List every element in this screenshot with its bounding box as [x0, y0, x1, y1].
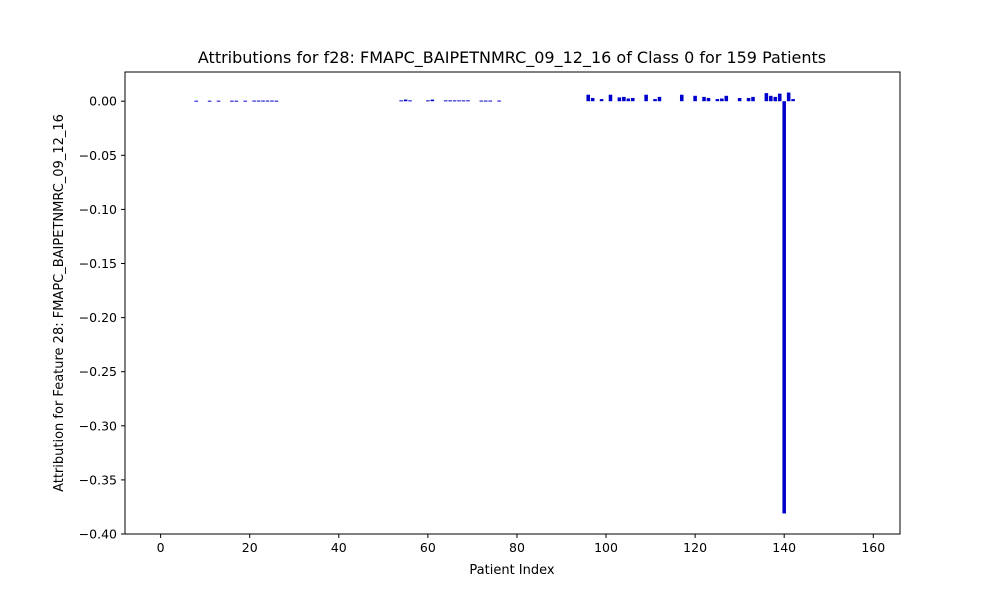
x-tick-label: 40: [331, 540, 347, 555]
x-tick-label: 120: [683, 540, 707, 555]
y-tick-label: −0.35: [79, 472, 117, 487]
bar: [234, 100, 239, 102]
bar: [194, 100, 199, 102]
x-tick-label: 160: [861, 540, 885, 555]
x-tick-label: 140: [772, 540, 796, 555]
plot-bars: [194, 92, 795, 514]
bar: [230, 100, 234, 102]
bar: [457, 100, 461, 102]
bar: [207, 100, 212, 102]
y-tick-label: −0.15: [79, 256, 117, 271]
bar: [653, 99, 657, 102]
bar: [720, 98, 724, 102]
bar: [751, 96, 755, 102]
bar: [256, 100, 261, 102]
y-tick-label: −0.20: [79, 310, 117, 325]
bar: [764, 93, 769, 102]
bar: [706, 97, 711, 102]
bar: [408, 100, 412, 102]
y-tick-label: −0.40: [79, 527, 117, 542]
bar: [608, 94, 613, 102]
x-axis: 0 20 40 60 80 100 120 140 160: [157, 534, 885, 555]
bar: [252, 100, 256, 102]
bar: [274, 100, 279, 102]
bar: [737, 97, 742, 102]
bar: [461, 100, 466, 102]
x-axis-title: Patient Index: [469, 563, 554, 578]
bar: [626, 98, 631, 102]
y-tick-label: −0.25: [79, 364, 117, 379]
bar: [466, 100, 470, 102]
y-tick-label: −0.30: [79, 418, 117, 433]
bar: [590, 97, 595, 102]
bar: [243, 100, 248, 102]
bar: [630, 97, 635, 102]
bar: [657, 96, 662, 102]
bar: [644, 94, 648, 102]
y-tick-label: −0.10: [79, 202, 117, 217]
bar: [479, 100, 484, 102]
bar: [724, 95, 729, 102]
bar: [746, 97, 751, 102]
bar: [265, 100, 270, 102]
bar: [622, 96, 626, 102]
bar: [443, 100, 448, 102]
bar: [715, 99, 720, 102]
bar: [426, 100, 430, 102]
y-axis-title: Attribution for Feature 28: FMAPC_BAIPET…: [52, 114, 67, 492]
bar: [270, 100, 274, 102]
bar: [769, 95, 773, 102]
x-tick-label: 100: [594, 540, 618, 555]
y-tick-label: 0.00: [89, 94, 117, 109]
bar: [403, 99, 408, 102]
bar: [448, 100, 452, 102]
y-tick-label: −0.05: [79, 148, 117, 163]
x-tick-label: 60: [420, 540, 436, 555]
bar: [483, 100, 488, 102]
plot-frame: [124, 71, 901, 535]
bar: [693, 95, 697, 102]
bar: [261, 100, 265, 102]
bar: [216, 100, 221, 102]
bar: [617, 97, 622, 102]
bar: [586, 94, 590, 102]
x-tick-label: 80: [509, 540, 525, 555]
bar: [679, 94, 684, 102]
y-axis: 0.00 −0.05 −0.10 −0.15 −0.20 −0.25 −0.30 −0.35 −…: [79, 94, 125, 542]
bar: [777, 93, 782, 102]
bar: [791, 99, 795, 102]
bar: [399, 100, 403, 102]
x-tick-label: 0: [157, 540, 165, 555]
bar: [773, 96, 778, 102]
bar: [497, 100, 501, 102]
bar: [452, 100, 457, 102]
bar: [786, 92, 791, 102]
x-tick-label: 20: [242, 540, 258, 555]
bar: [430, 99, 435, 102]
bar: [782, 101, 786, 514]
bar: [599, 99, 604, 102]
chart-title: Attributions for f28: FMAPC_BAIPETNMRC_0…: [198, 48, 826, 68]
bar: [702, 96, 706, 102]
bar: [488, 100, 493, 102]
